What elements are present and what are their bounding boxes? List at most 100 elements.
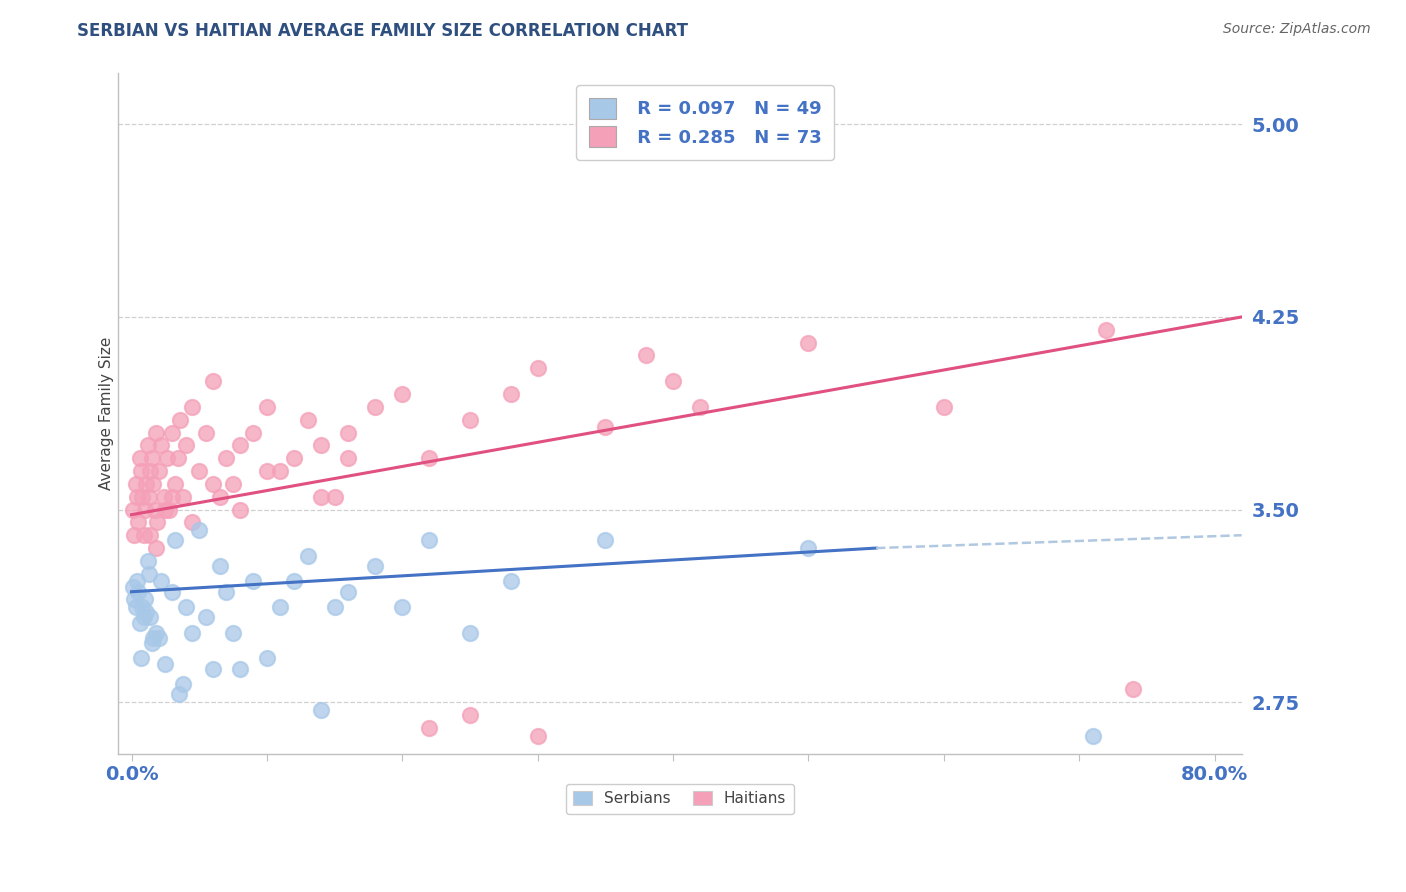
- Point: [122, 592, 145, 607]
- Point: [155, 502, 177, 516]
- Point: [188, 523, 211, 537]
- Point: [124, 600, 146, 615]
- Point: [145, 541, 167, 555]
- Point: [194, 425, 217, 440]
- Point: [129, 464, 152, 478]
- Point: [142, 631, 165, 645]
- Point: [160, 584, 183, 599]
- Point: [229, 502, 252, 516]
- Point: [139, 528, 162, 542]
- Point: [181, 516, 204, 530]
- Point: [145, 625, 167, 640]
- Point: [167, 688, 190, 702]
- Point: [134, 592, 156, 607]
- Point: [150, 438, 173, 452]
- Point: [283, 574, 305, 589]
- Point: [201, 476, 224, 491]
- Point: [150, 574, 173, 589]
- Point: [143, 502, 166, 516]
- Point: [634, 349, 657, 363]
- Point: [208, 490, 231, 504]
- Point: [174, 600, 197, 615]
- Legend: Serbians, Haitians: Serbians, Haitians: [565, 783, 794, 814]
- Point: [136, 554, 159, 568]
- Point: [160, 425, 183, 440]
- Point: [662, 374, 685, 388]
- Point: [458, 708, 481, 723]
- Point: [229, 438, 252, 452]
- Point: [121, 502, 143, 516]
- Point: [156, 451, 179, 466]
- Point: [1122, 682, 1144, 697]
- Point: [153, 490, 176, 504]
- Point: [932, 400, 955, 414]
- Point: [323, 490, 346, 504]
- Point: [129, 651, 152, 665]
- Point: [458, 412, 481, 426]
- Point: [136, 438, 159, 452]
- Point: [127, 516, 149, 530]
- Point: [139, 464, 162, 478]
- Point: [222, 625, 245, 640]
- Point: [499, 387, 522, 401]
- Point: [132, 610, 155, 624]
- Point: [155, 657, 177, 671]
- Point: [222, 476, 245, 491]
- Point: [418, 721, 440, 735]
- Point: [194, 610, 217, 624]
- Point: [172, 677, 194, 691]
- Point: [229, 662, 252, 676]
- Text: Source: ZipAtlas.com: Source: ZipAtlas.com: [1223, 22, 1371, 37]
- Point: [145, 425, 167, 440]
- Point: [242, 425, 264, 440]
- Point: [128, 451, 150, 466]
- Point: [242, 574, 264, 589]
- Point: [125, 490, 148, 504]
- Point: [131, 600, 153, 615]
- Point: [418, 451, 440, 466]
- Point: [526, 729, 548, 743]
- Point: [391, 600, 413, 615]
- Point: [309, 490, 332, 504]
- Point: [134, 502, 156, 516]
- Y-axis label: Average Family Size: Average Family Size: [100, 336, 114, 490]
- Point: [391, 387, 413, 401]
- Point: [163, 476, 186, 491]
- Point: [215, 451, 238, 466]
- Point: [142, 476, 165, 491]
- Point: [146, 516, 169, 530]
- Point: [125, 574, 148, 589]
- Text: SERBIAN VS HAITIAN AVERAGE FAMILY SIZE CORRELATION CHART: SERBIAN VS HAITIAN AVERAGE FAMILY SIZE C…: [77, 22, 689, 40]
- Point: [256, 400, 278, 414]
- Point: [166, 451, 188, 466]
- Point: [1081, 729, 1104, 743]
- Point: [595, 420, 617, 434]
- Point: [139, 610, 162, 624]
- Point: [174, 438, 197, 452]
- Point: [160, 490, 183, 504]
- Point: [256, 464, 278, 478]
- Point: [148, 631, 170, 645]
- Point: [458, 625, 481, 640]
- Point: [127, 584, 149, 599]
- Point: [499, 574, 522, 589]
- Point: [132, 528, 155, 542]
- Point: [138, 566, 160, 581]
- Point: [1095, 323, 1118, 337]
- Point: [135, 605, 157, 619]
- Point: [689, 400, 711, 414]
- Point: [181, 400, 204, 414]
- Point: [121, 580, 143, 594]
- Point: [157, 502, 180, 516]
- Point: [128, 615, 150, 630]
- Point: [141, 636, 163, 650]
- Point: [208, 559, 231, 574]
- Point: [595, 533, 617, 548]
- Point: [337, 584, 360, 599]
- Point: [323, 600, 346, 615]
- Point: [309, 703, 332, 717]
- Point: [201, 662, 224, 676]
- Point: [337, 451, 360, 466]
- Point: [131, 490, 153, 504]
- Point: [283, 451, 305, 466]
